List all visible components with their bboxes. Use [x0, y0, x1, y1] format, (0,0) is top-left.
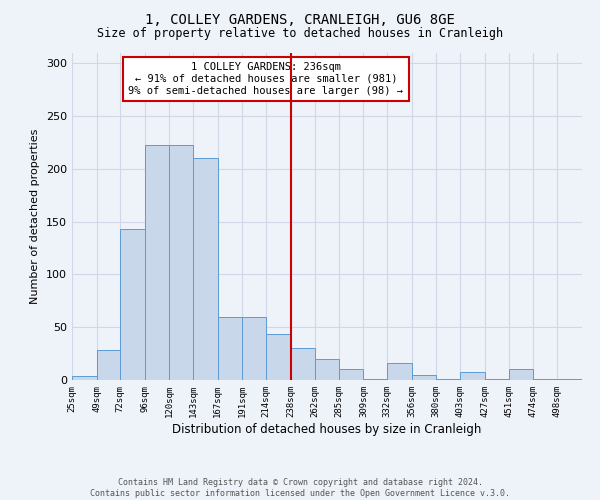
Bar [290, 348, 315, 380]
Text: Contains HM Land Registry data © Crown copyright and database right 2024.
Contai: Contains HM Land Registry data © Crown c… [90, 478, 510, 498]
Bar [412, 374, 436, 380]
Bar [145, 146, 169, 380]
Bar [193, 158, 218, 380]
Text: 1, COLLEY GARDENS, CRANLEIGH, GU6 8GE: 1, COLLEY GARDENS, CRANLEIGH, GU6 8GE [145, 12, 455, 26]
Bar [387, 363, 412, 380]
Bar [169, 146, 193, 380]
X-axis label: Distribution of detached houses by size in Cranleigh: Distribution of detached houses by size … [172, 422, 482, 436]
Bar [266, 334, 290, 380]
Bar [72, 376, 97, 380]
Bar [509, 370, 533, 380]
Y-axis label: Number of detached properties: Number of detached properties [31, 128, 40, 304]
Text: Size of property relative to detached houses in Cranleigh: Size of property relative to detached ho… [97, 28, 503, 40]
Bar [436, 379, 460, 380]
Text: 1 COLLEY GARDENS: 236sqm
← 91% of detached houses are smaller (981)
9% of semi-d: 1 COLLEY GARDENS: 236sqm ← 91% of detach… [128, 62, 403, 96]
Bar [533, 379, 557, 380]
Bar [97, 350, 120, 380]
Bar [242, 316, 266, 380]
Bar [120, 229, 145, 380]
Bar [557, 379, 582, 380]
Bar [339, 370, 364, 380]
Bar [485, 379, 509, 380]
Bar [218, 316, 242, 380]
Bar [460, 372, 485, 380]
Bar [315, 359, 339, 380]
Bar [364, 379, 387, 380]
